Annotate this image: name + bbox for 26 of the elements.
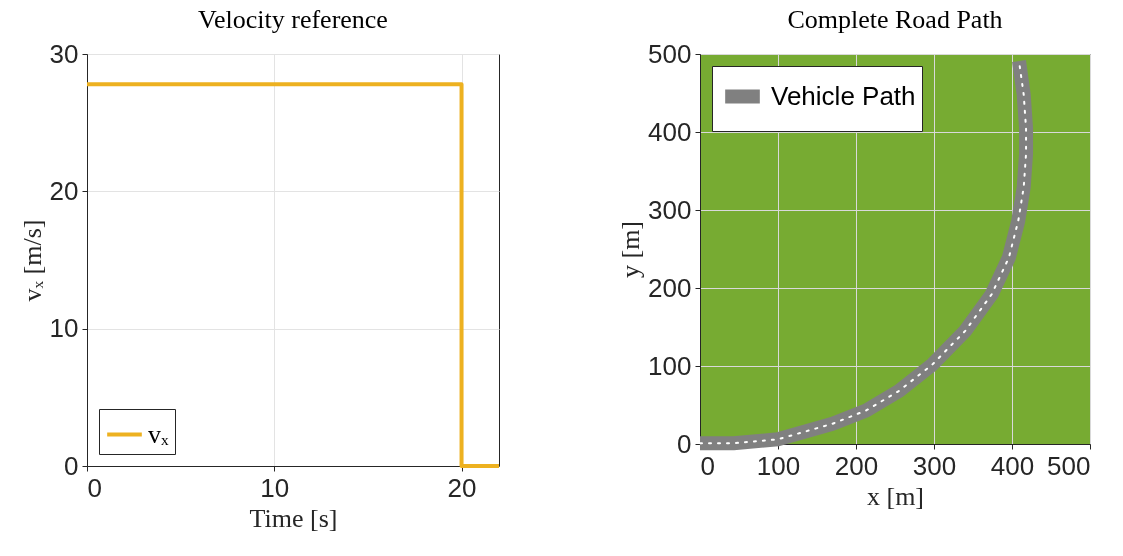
- legend-label: vₓ: [148, 419, 169, 449]
- x-tick-label: 20: [447, 472, 477, 503]
- y-axis-title: y [m]: [616, 220, 646, 279]
- x-tick-label: 100: [756, 450, 801, 481]
- y-tick-label: 500: [648, 38, 692, 69]
- x-axis-title: Time [s]: [249, 503, 338, 533]
- x-axis-title: x [m]: [866, 481, 925, 511]
- y-tick-label: 300: [648, 194, 692, 225]
- y-axis-title: vₓ [m/s]: [17, 219, 47, 302]
- x-tick-label: 0: [87, 472, 102, 503]
- y-tick-label: 200: [648, 272, 692, 303]
- x-tick-label: 200: [834, 450, 879, 481]
- y-tick-label: 0: [677, 428, 692, 459]
- x-tick-label: 500: [1047, 450, 1091, 481]
- x-tick-label: 0: [700, 450, 715, 481]
- chart-title: Complete Road Path: [787, 5, 1003, 34]
- legend-label: Vehicle Path: [771, 80, 916, 111]
- y-tick-label: 10: [49, 313, 79, 344]
- chart-title: Velocity reference: [198, 5, 388, 34]
- x-tick-label: 400: [990, 450, 1035, 481]
- x-tick-label: 300: [912, 450, 957, 481]
- y-tick-label: 20: [49, 175, 79, 206]
- y-tick-label: 100: [648, 350, 692, 381]
- x-tick-label: 10: [260, 472, 290, 503]
- y-tick-label: 30: [49, 38, 79, 69]
- y-tick-label: 400: [648, 116, 692, 147]
